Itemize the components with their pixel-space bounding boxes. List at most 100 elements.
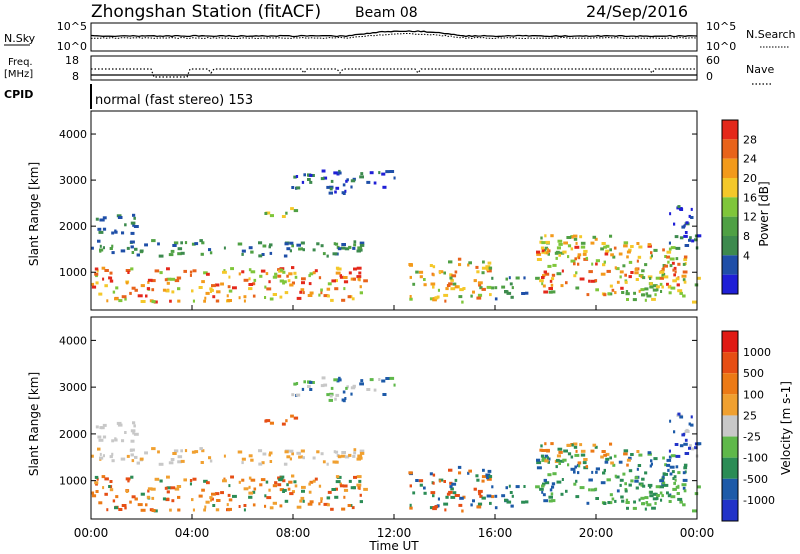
velocity-cell	[688, 422, 691, 426]
velocity-cell	[320, 384, 325, 388]
power-frame	[90, 110, 698, 311]
velocity-cell	[343, 495, 346, 499]
power-cell	[223, 269, 226, 273]
velocity-cell	[295, 393, 301, 397]
power-cell	[381, 172, 386, 176]
velocity-cell	[241, 478, 245, 482]
power-cell	[628, 260, 633, 264]
power-cell	[337, 247, 342, 251]
power-cell	[679, 208, 684, 211]
velocity-cell	[547, 473, 552, 477]
velocity-cell	[209, 459, 213, 463]
power-cell	[509, 282, 513, 286]
velocity-cell	[521, 500, 526, 504]
power-cell	[303, 173, 306, 177]
velocity-cell	[535, 485, 540, 489]
velocity-cell	[692, 509, 697, 513]
power-cell	[169, 299, 172, 303]
power-cell	[647, 244, 652, 248]
velocity-cell	[166, 486, 172, 490]
power-cell	[106, 299, 109, 303]
nsearch-label: N.Search	[746, 28, 796, 41]
power-cell	[252, 294, 256, 298]
velocity-cell	[620, 495, 624, 499]
power-cell	[664, 255, 667, 258]
velocity-cell	[227, 507, 232, 511]
power-cell	[124, 223, 127, 227]
velocity-cell	[418, 479, 424, 483]
power-cell	[132, 213, 136, 217]
power-cell	[170, 277, 176, 281]
nave-top-tick: 60	[706, 54, 720, 67]
power-cell	[243, 295, 247, 299]
colorbar-tick-label: 500	[743, 367, 764, 380]
velocity-cell	[691, 447, 695, 451]
power-cell	[508, 276, 511, 280]
velocity-cell	[341, 398, 345, 402]
velocity-cell	[544, 454, 549, 458]
power-cell	[551, 273, 556, 277]
power-cell	[150, 279, 156, 283]
y-tick-label: 2000	[59, 220, 87, 233]
velocity-cell	[559, 459, 565, 463]
velocity-cell	[352, 454, 356, 458]
velocity-cell	[541, 484, 545, 488]
power-cell	[265, 272, 269, 276]
velocity-frame	[90, 316, 698, 520]
velocity-cell	[335, 450, 339, 454]
power-cell	[183, 269, 187, 273]
power-cell	[641, 269, 645, 273]
velocity-cell	[114, 438, 118, 442]
power-cell	[100, 218, 105, 222]
velocity-cell	[676, 492, 680, 495]
velocity-cell	[335, 393, 340, 397]
velocity-cell	[159, 479, 163, 483]
velocity-cell	[603, 502, 607, 505]
power-cell	[595, 259, 600, 263]
velocity-cell	[329, 392, 334, 396]
power-cell	[308, 274, 311, 278]
power-cell	[541, 276, 545, 279]
velocity-cell	[291, 490, 295, 494]
velocity-cell	[430, 491, 436, 495]
velocity-cell	[436, 504, 440, 508]
velocity-cell	[580, 453, 586, 457]
power-cell	[279, 295, 283, 299]
velocity-cell	[162, 497, 167, 501]
power-cell	[130, 245, 134, 249]
velocity-cell	[289, 457, 292, 461]
power-cell	[481, 266, 487, 270]
power-cell	[684, 231, 688, 234]
power-cell	[279, 268, 284, 272]
power-cell	[289, 249, 292, 253]
power-cell	[434, 296, 438, 300]
power-cell	[592, 235, 597, 239]
velocity-cell	[644, 507, 647, 511]
velocity-cell	[316, 450, 320, 454]
power-cell	[621, 291, 625, 294]
velocity-cell	[132, 421, 136, 425]
velocity-cell	[525, 500, 529, 504]
velocity-cell	[670, 454, 676, 458]
velocity-cell	[481, 496, 486, 500]
velocity-cell	[550, 492, 554, 496]
power-cell	[136, 253, 140, 257]
velocity-cell	[109, 488, 114, 492]
velocity-cell	[111, 439, 115, 443]
velocity-cell	[356, 475, 362, 479]
power-cell	[552, 263, 557, 267]
velocity-cell	[210, 498, 212, 502]
velocity-cell	[543, 478, 547, 482]
power-cell	[309, 272, 314, 276]
power-cell	[216, 290, 221, 294]
velocity-cell	[679, 500, 683, 504]
velocity-cell	[264, 504, 267, 508]
velocity-cell	[109, 455, 113, 459]
velocity-cell	[215, 508, 220, 512]
power-cell	[335, 266, 340, 270]
velocity-cell	[378, 378, 381, 381]
velocity-cell	[579, 486, 585, 490]
power-cell	[521, 292, 526, 295]
power-cell	[248, 277, 251, 281]
power-cell	[222, 270, 227, 274]
